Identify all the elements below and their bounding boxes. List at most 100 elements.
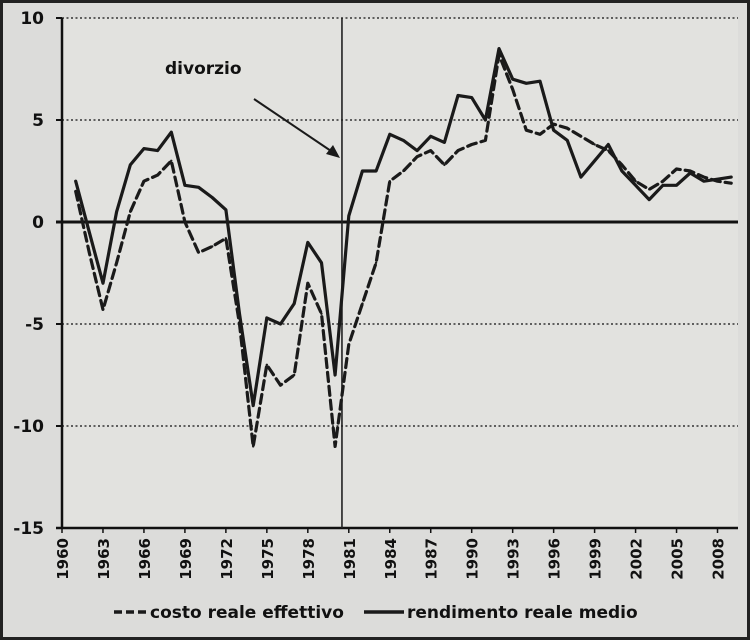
data-point bbox=[251, 404, 255, 407]
data-point bbox=[593, 143, 596, 146]
x-tick-label: 2008 bbox=[710, 538, 728, 580]
data-point bbox=[566, 139, 569, 142]
x-tick-label: 2002 bbox=[628, 538, 646, 580]
data-point bbox=[470, 96, 473, 99]
x-tick-label: 1999 bbox=[587, 538, 605, 580]
data-point bbox=[648, 188, 651, 191]
data-point bbox=[497, 47, 501, 50]
data-point bbox=[538, 80, 542, 83]
data-point bbox=[579, 135, 583, 138]
data-point bbox=[552, 129, 555, 132]
data-point bbox=[716, 177, 719, 181]
x-tick-label: 1978 bbox=[300, 538, 318, 580]
data-point bbox=[702, 180, 706, 183]
data-point bbox=[388, 180, 391, 183]
annotation-arrowhead bbox=[326, 145, 340, 158]
data-point bbox=[74, 190, 77, 193]
data-point bbox=[197, 251, 200, 254]
data-point bbox=[347, 214, 350, 218]
data-point bbox=[634, 184, 637, 187]
data-point bbox=[429, 135, 432, 138]
x-tick-label: 1960 bbox=[54, 538, 72, 580]
data-point bbox=[525, 129, 528, 132]
data-point bbox=[729, 182, 733, 185]
x-tick-label: 1990 bbox=[464, 538, 482, 580]
annotation-label: divorzio bbox=[165, 59, 242, 79]
data-point bbox=[607, 149, 610, 152]
y-tick-labels: 10 5 0 -5 -10 -15 bbox=[13, 9, 44, 539]
data-point bbox=[333, 373, 337, 377]
plot-area bbox=[62, 18, 738, 528]
data-point bbox=[115, 210, 118, 213]
data-point bbox=[661, 184, 665, 187]
x-tick-label: 1996 bbox=[546, 538, 564, 580]
data-point bbox=[484, 118, 487, 122]
x-tick-label: 1966 bbox=[136, 538, 154, 580]
data-point bbox=[648, 198, 651, 201]
data-point bbox=[607, 143, 610, 146]
data-point bbox=[183, 220, 187, 224]
data-point bbox=[729, 175, 733, 179]
data-point bbox=[374, 169, 378, 173]
data-point bbox=[88, 231, 91, 234]
data-point bbox=[251, 445, 255, 448]
data-point bbox=[211, 245, 214, 248]
data-point bbox=[443, 141, 446, 144]
data-point bbox=[538, 133, 542, 136]
annotation-arrow bbox=[253, 98, 335, 154]
data-point bbox=[402, 139, 405, 142]
data-point bbox=[361, 169, 364, 173]
data-point bbox=[292, 373, 296, 377]
data-point bbox=[224, 237, 228, 240]
data-point bbox=[661, 180, 665, 183]
data-point bbox=[279, 384, 282, 387]
data-point bbox=[88, 251, 91, 254]
data-point bbox=[265, 316, 269, 320]
data-point bbox=[415, 155, 419, 158]
data-point bbox=[74, 180, 77, 183]
data-point bbox=[702, 175, 706, 179]
y-tick-label: 0 bbox=[32, 213, 44, 233]
data-point bbox=[115, 261, 118, 264]
data-point bbox=[170, 159, 173, 162]
axes bbox=[56, 17, 738, 533]
annotation-layer: divorzio bbox=[165, 59, 340, 158]
data-point bbox=[306, 282, 310, 285]
data-point bbox=[101, 282, 105, 285]
data-point bbox=[511, 78, 514, 81]
y-tick-label: -15 bbox=[13, 519, 44, 539]
data-point bbox=[675, 184, 678, 187]
data-point bbox=[211, 196, 214, 199]
data-point bbox=[525, 82, 528, 85]
data-point bbox=[511, 88, 514, 91]
data-point bbox=[129, 210, 132, 213]
data-point bbox=[265, 363, 269, 366]
legend-label-costo: costo reale effettivo bbox=[150, 603, 344, 623]
data-point bbox=[443, 163, 446, 167]
data-point bbox=[689, 171, 692, 175]
x-tick-label: 1981 bbox=[341, 538, 359, 580]
data-point bbox=[620, 169, 624, 173]
data-point bbox=[456, 149, 460, 152]
data-point bbox=[415, 149, 419, 152]
x-tick-label: 1963 bbox=[95, 538, 113, 580]
data-point bbox=[129, 163, 132, 167]
data-point bbox=[156, 173, 159, 177]
data-point bbox=[333, 445, 337, 448]
data-point bbox=[347, 343, 350, 346]
x-tick-label: 1984 bbox=[382, 538, 400, 580]
y-tick-label: 10 bbox=[20, 9, 44, 29]
data-point bbox=[320, 312, 323, 315]
x-tick-label: 1972 bbox=[218, 538, 236, 580]
data-point bbox=[156, 149, 159, 152]
data-point bbox=[101, 308, 105, 311]
data-point bbox=[634, 180, 637, 183]
data-point bbox=[620, 163, 624, 167]
x-tick-label: 1969 bbox=[177, 538, 195, 580]
data-point bbox=[361, 302, 364, 305]
data-point bbox=[566, 126, 569, 130]
data-point bbox=[170, 131, 173, 134]
grid-lines bbox=[62, 17, 738, 528]
data-point bbox=[197, 186, 200, 189]
